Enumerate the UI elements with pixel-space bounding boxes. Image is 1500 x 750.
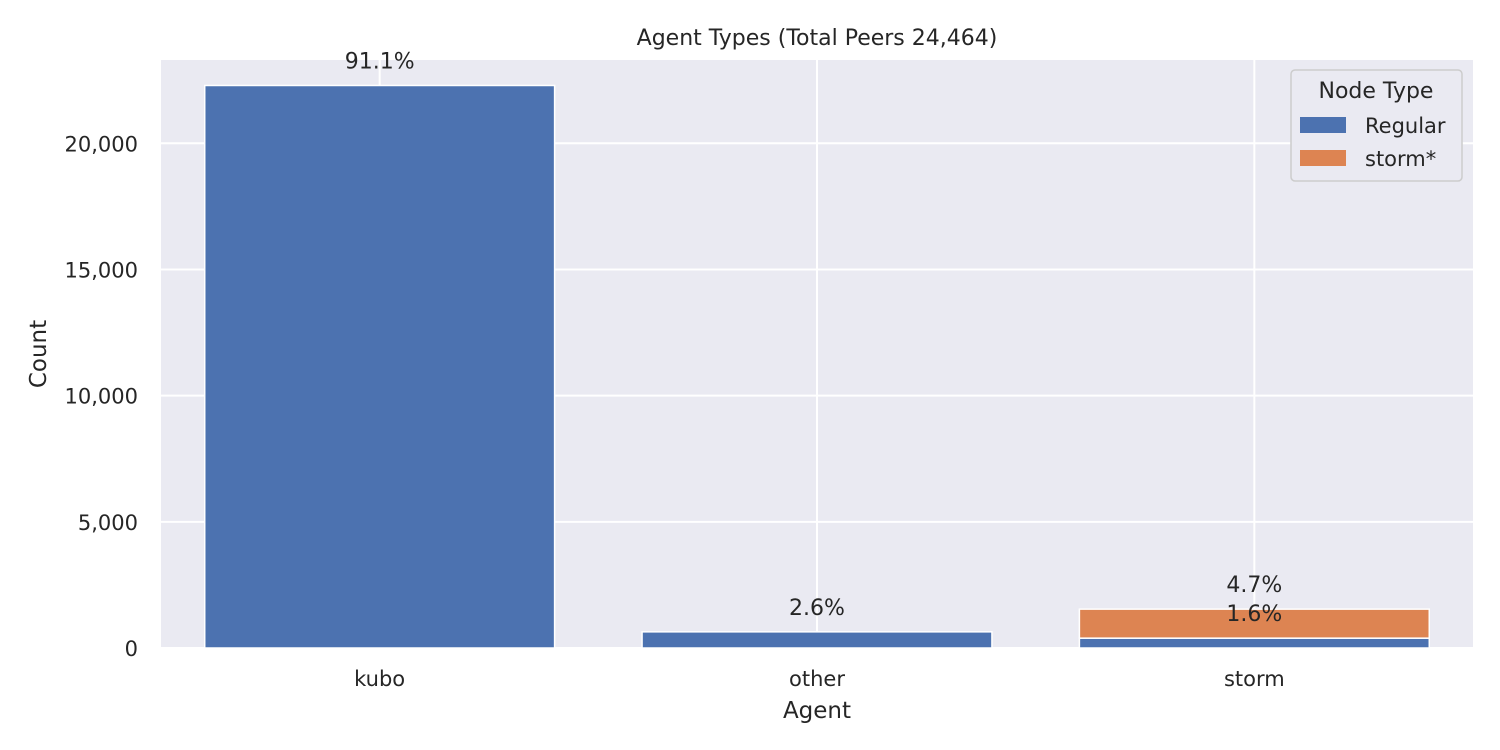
data-label-storm: 4.7%	[1226, 573, 1282, 598]
y-tick-label: 5,000	[78, 511, 138, 535]
x-tick-label-storm: storm	[1224, 667, 1285, 691]
bars	[203, 84, 1431, 649]
x-tick-labels: kubo other storm	[354, 667, 1285, 691]
legend-label-storm: storm*	[1365, 147, 1436, 171]
y-tick-label: 15,000	[65, 258, 138, 282]
chart-title: Agent Types (Total Peers 24,464)	[637, 26, 998, 51]
y-tick-label: 0	[125, 637, 138, 661]
legend: Node Type Regular storm*	[1290, 69, 1463, 182]
bar-labels: 91.1% 2.6% 1.6% 4.7%	[345, 49, 1283, 627]
legend-swatch-regular	[1300, 117, 1346, 133]
y-tick-label: 10,000	[65, 385, 138, 409]
x-axis-label: Agent	[783, 698, 851, 724]
y-tick-label: 20,000	[65, 132, 138, 156]
bar-storm-storm	[1078, 608, 1431, 639]
data-label-other: 2.6%	[789, 596, 845, 621]
y-axis-label: Count	[26, 320, 52, 388]
data-label-storm: 1.6%	[1226, 602, 1282, 627]
legend-title: Node Type	[1319, 79, 1434, 104]
legend-label-regular: Regular	[1365, 114, 1446, 138]
x-tick-label-kubo: kubo	[354, 667, 405, 691]
data-label-kubo: 91.1%	[345, 49, 415, 74]
bar-regular-kubo	[203, 84, 556, 649]
y-tick-labels: 0 5,000 10,000 15,000 20,000	[65, 132, 138, 661]
legend-swatch-storm	[1300, 150, 1346, 166]
bar-regular-other	[641, 631, 993, 649]
bar-regular-storm	[1078, 637, 1431, 649]
x-tick-label-other: other	[789, 667, 845, 691]
